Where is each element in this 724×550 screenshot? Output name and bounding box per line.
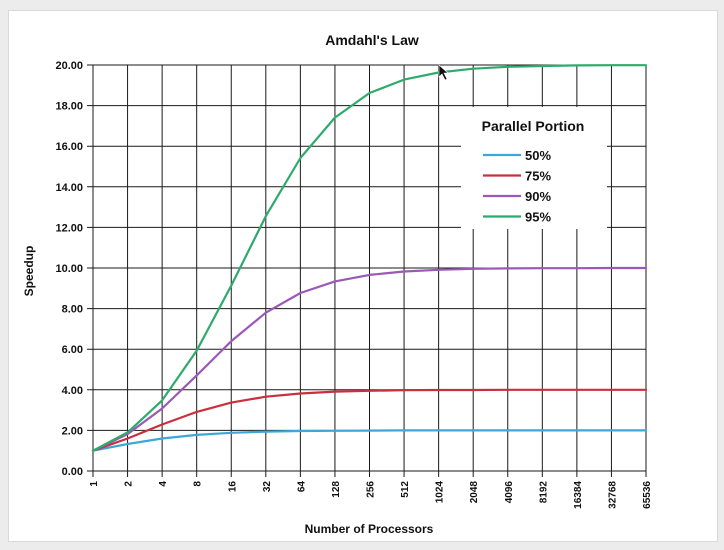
x-tick-label: 8192 — [538, 481, 549, 504]
y-tick-label: 10.00 — [55, 263, 83, 275]
y-tick-label: 18.00 — [55, 101, 83, 113]
legend-label: 95% — [525, 210, 551, 225]
x-tick-label: 32768 — [607, 481, 618, 509]
x-tick-label: 8 — [193, 481, 204, 487]
series-line-50-pct — [91, 429, 648, 452]
series-line-90-pct — [91, 266, 648, 452]
chart-card: Amdahl's Law Speedup Number of Processor… — [8, 10, 718, 542]
legend: Parallel Portion 50% 75% 90% 95% — [461, 107, 607, 229]
y-tick-label: 8.00 — [62, 304, 83, 316]
x-tick-label: 512 — [400, 481, 411, 498]
legend-box — [461, 107, 607, 229]
x-tick-label: 128 — [331, 481, 342, 498]
legend-label: 50% — [525, 148, 551, 163]
x-tick-label: 16384 — [573, 481, 584, 509]
y-tick-label: 20.00 — [55, 60, 83, 72]
x-tick-label: 1024 — [435, 481, 446, 504]
x-axis-label: Number of Processors — [305, 522, 434, 536]
y-tick-label: 2.00 — [62, 425, 83, 437]
mouse-cursor-icon — [438, 64, 449, 81]
x-tick-label: 65536 — [642, 481, 653, 509]
x-tick-label: 256 — [366, 481, 377, 498]
series-line-75-pct — [91, 388, 648, 452]
x-tick-label: 1 — [89, 481, 100, 487]
amdahl-chart: Amdahl's Law Speedup Number of Processor… — [22, 32, 653, 536]
y-tick-label: 6.00 — [62, 344, 83, 356]
y-tick-label: 12.00 — [55, 222, 83, 234]
x-tick-label: 2048 — [469, 481, 480, 504]
x-tick-label: 4096 — [504, 481, 515, 504]
chart-title: Amdahl's Law — [325, 32, 419, 48]
series-line-95-pct — [91, 64, 648, 452]
x-tick-label: 32 — [262, 481, 273, 493]
x-tick-label: 64 — [296, 481, 307, 493]
y-axis-label: Speedup — [22, 246, 36, 297]
x-tick-label: 2 — [124, 481, 135, 487]
series-lines — [91, 64, 648, 452]
y-tick-label: 4.00 — [62, 385, 83, 397]
legend-title: Parallel Portion — [482, 118, 585, 134]
x-tick-label: 4 — [158, 481, 169, 487]
x-tick-label: 16 — [227, 481, 238, 493]
y-tick-label: 16.00 — [55, 141, 83, 153]
y-tick-label: 0.00 — [62, 466, 83, 478]
y-tick-labels: 0.00 2.00 4.00 6.00 8.00 10.00 12.00 14.00 16.00… — [55, 60, 83, 478]
legend-label: 75% — [525, 169, 551, 184]
y-tick-label: 14.00 — [55, 182, 83, 194]
x-tick-labels: 1 2 4 8 16 32 64 128 256 512 1024 2048 4096 8192 16384… — [89, 481, 653, 509]
legend-label: 90% — [525, 189, 551, 204]
